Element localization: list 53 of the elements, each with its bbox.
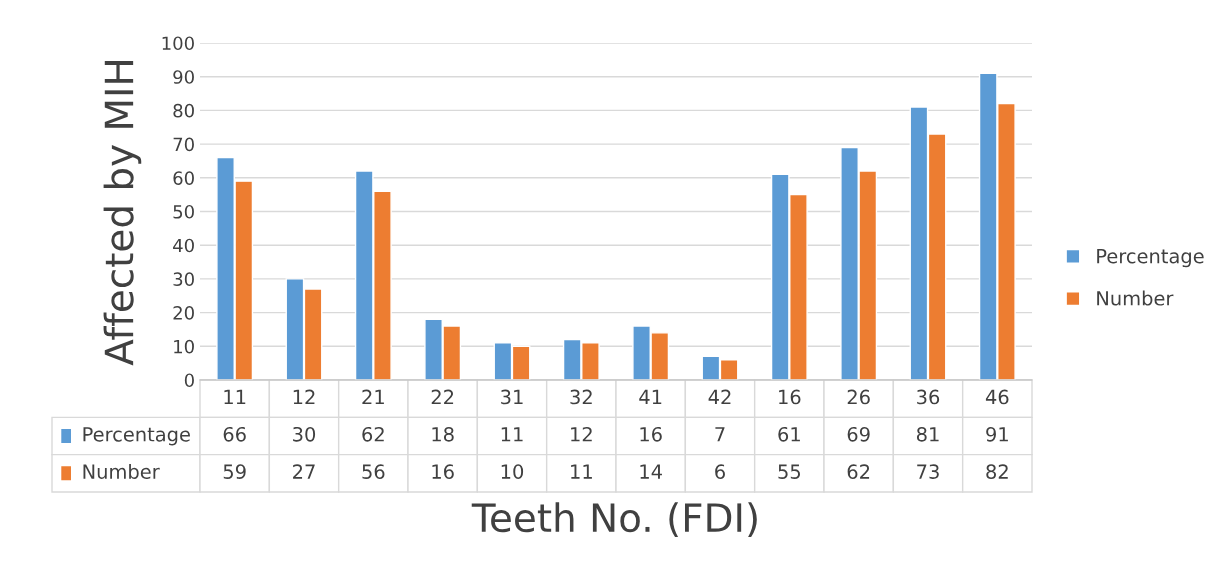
data-label: 56 (362, 464, 385, 479)
data-label: 55 (778, 464, 801, 479)
x-tick-label: 22 (431, 389, 454, 405)
data-label: 91 (986, 426, 1008, 442)
text: Number (83, 463, 160, 479)
y-tick-label: 100 (162, 36, 194, 51)
data-label: 10 (501, 464, 524, 479)
x-tick-label: 11 (224, 389, 246, 405)
legend-label: Percentage (83, 427, 190, 446)
y-tick-label: 40 (173, 238, 194, 253)
x-tick-label: 41 (639, 389, 662, 405)
x-tick-label: 42 (708, 389, 731, 405)
x-tick-label: 32 (570, 389, 592, 405)
x-tick-label: 12 (293, 389, 315, 405)
data-label: 16 (640, 426, 662, 442)
data-label: 59 (223, 464, 246, 479)
data-label: 30 (293, 426, 316, 442)
x-tick-label: 21 (362, 389, 384, 405)
y-tick-label: 90 (173, 70, 194, 84)
data-label: 61 (778, 426, 800, 442)
data-label: 11 (501, 427, 523, 442)
y-tick-label: 80 (173, 103, 194, 118)
data-label: 7 (715, 427, 725, 442)
data-label: 69 (847, 426, 870, 442)
data-label: 27 (293, 464, 315, 479)
data-label: 62 (362, 426, 384, 442)
y-tick-label: 30 (173, 272, 194, 287)
data-label: 14 (640, 464, 662, 479)
y-tick-label: 10 (174, 339, 194, 354)
y-tick-label: 20 (173, 306, 194, 320)
data-label: 6 (715, 464, 725, 479)
y-tick-label: 0 (184, 373, 194, 388)
data-label: 82 (986, 464, 1008, 479)
x-tick-label: 31 (501, 389, 523, 405)
data-label: 18 (432, 426, 454, 442)
data-label: 16 (432, 464, 454, 479)
data-label: 12 (571, 426, 592, 442)
data-label: 73 (917, 464, 939, 479)
x-tick-label: 16 (779, 389, 801, 405)
y-tick-label: 60 (173, 171, 194, 185)
x-tick-label: 26 (847, 389, 870, 405)
y-tick-label: 70 (173, 137, 194, 152)
data-label: 66 (223, 426, 246, 442)
x-tick-label: 46 (985, 389, 1009, 405)
data-label: 81 (916, 426, 939, 442)
text: Percentage (1097, 249, 1204, 268)
y-tick-label: 50 (173, 204, 194, 219)
y-axis-title: Affected by MIH (103, 61, 142, 366)
legend-label: Number (1097, 290, 1174, 306)
data-label: 11 (571, 464, 592, 479)
data-label: 62 (847, 464, 870, 479)
x-tick-label: 36 (917, 389, 940, 405)
x-axis-title: Teeth No. (FDI) (471, 502, 757, 537)
